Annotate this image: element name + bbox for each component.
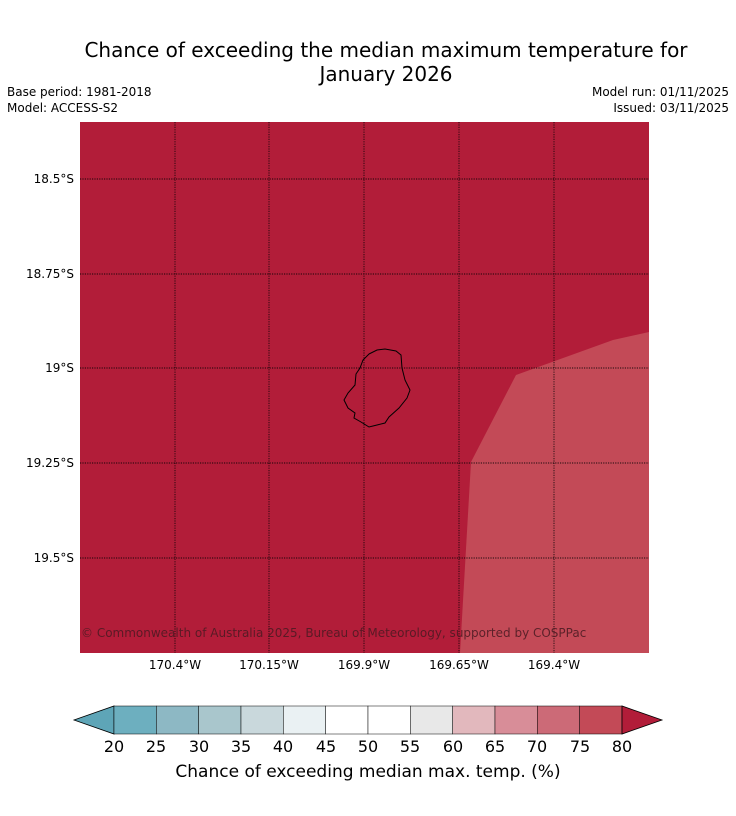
map-canvas — [80, 122, 649, 653]
colorbar-box-60 — [452, 705, 496, 735]
meta-left: Base period: 1981-2018 Model: ACCESS-S2 — [7, 84, 152, 116]
colorbar-box-50 — [367, 705, 411, 735]
lat-label-18-75: 18.75°S — [26, 267, 74, 281]
region-75-80 — [460, 332, 649, 653]
lon-label-169-4: 169.4°W — [527, 658, 581, 672]
colorbar-tick-45: 45 — [315, 737, 337, 756]
niue-island-outline — [343, 348, 411, 428]
map-panel — [80, 122, 649, 653]
colorbar-box-35 — [240, 705, 284, 735]
colorbar-tick-40: 40 — [272, 737, 294, 756]
colorbar-tick-20: 20 — [103, 737, 125, 756]
colorbar-tick-50: 50 — [357, 737, 379, 756]
lat-label-19-25: 19.25°S — [26, 456, 74, 470]
colorbar — [72, 705, 664, 735]
colorbar-box-45 — [325, 705, 369, 735]
copyright-notice: © Commonwealth of Australia 2025, Bureau… — [81, 626, 587, 640]
colorbar-tick-80: 80 — [611, 737, 633, 756]
model-name: Model: ACCESS-S2 — [7, 101, 119, 115]
colorbar-box-65 — [494, 705, 538, 735]
issued-date: Issued: 03/11/2025 — [613, 101, 729, 115]
title-line-1: Chance of exceeding the median maximum t… — [84, 38, 688, 62]
colorbar-tick-labels: 20 25 30 35 40 45 50 55 60 65 70 75 80 — [0, 738, 736, 758]
lon-label-170-4: 170.4°W — [148, 658, 202, 672]
colorbar-box-25 — [156, 705, 199, 735]
lat-label-18-5: 18.5°S — [33, 172, 74, 186]
colorbar-tick-70: 70 — [526, 737, 548, 756]
colorbar-box-30 — [198, 705, 242, 735]
colorbar-tick-65: 65 — [484, 737, 506, 756]
colorbar-tick-35: 35 — [230, 737, 252, 756]
title-line-2: January 2026 — [319, 62, 453, 86]
map-title: Chance of exceeding the median maximum t… — [0, 38, 736, 86]
graticule — [80, 122, 649, 653]
lon-label-170-15: 170.15°W — [239, 658, 299, 672]
meta-right: Model run: 01/11/2025 Issued: 03/11/2025 — [592, 84, 729, 116]
lon-label-169-65: 169.65°W — [429, 658, 489, 672]
colorbar-label: Chance of exceeding median max. temp. (%… — [175, 762, 561, 782]
lat-label-19: 19°S — [45, 361, 74, 375]
colorbar-box-40 — [283, 705, 326, 735]
lat-label-19-5: 19.5°S — [33, 551, 74, 565]
colorbar-extend-high — [621, 705, 664, 735]
base-period: Base period: 1981-2018 — [7, 85, 152, 99]
colorbar-box-70 — [537, 705, 580, 735]
colorbar-tick-55: 55 — [399, 737, 421, 756]
colorbar-tick-75: 75 — [569, 737, 591, 756]
model-run: Model run: 01/11/2025 — [591, 85, 729, 99]
colorbar-box-55 — [410, 705, 453, 735]
lon-label-169-9: 169.9°W — [337, 658, 391, 672]
colorbar-tick-25: 25 — [145, 737, 167, 756]
colorbar-tick-30: 30 — [188, 737, 210, 756]
colorbar-box-75 — [579, 705, 623, 735]
colorbar-box-20 — [113, 705, 157, 735]
colorbar-extend-low — [72, 705, 115, 735]
colorbar-tick-60: 60 — [442, 737, 464, 756]
